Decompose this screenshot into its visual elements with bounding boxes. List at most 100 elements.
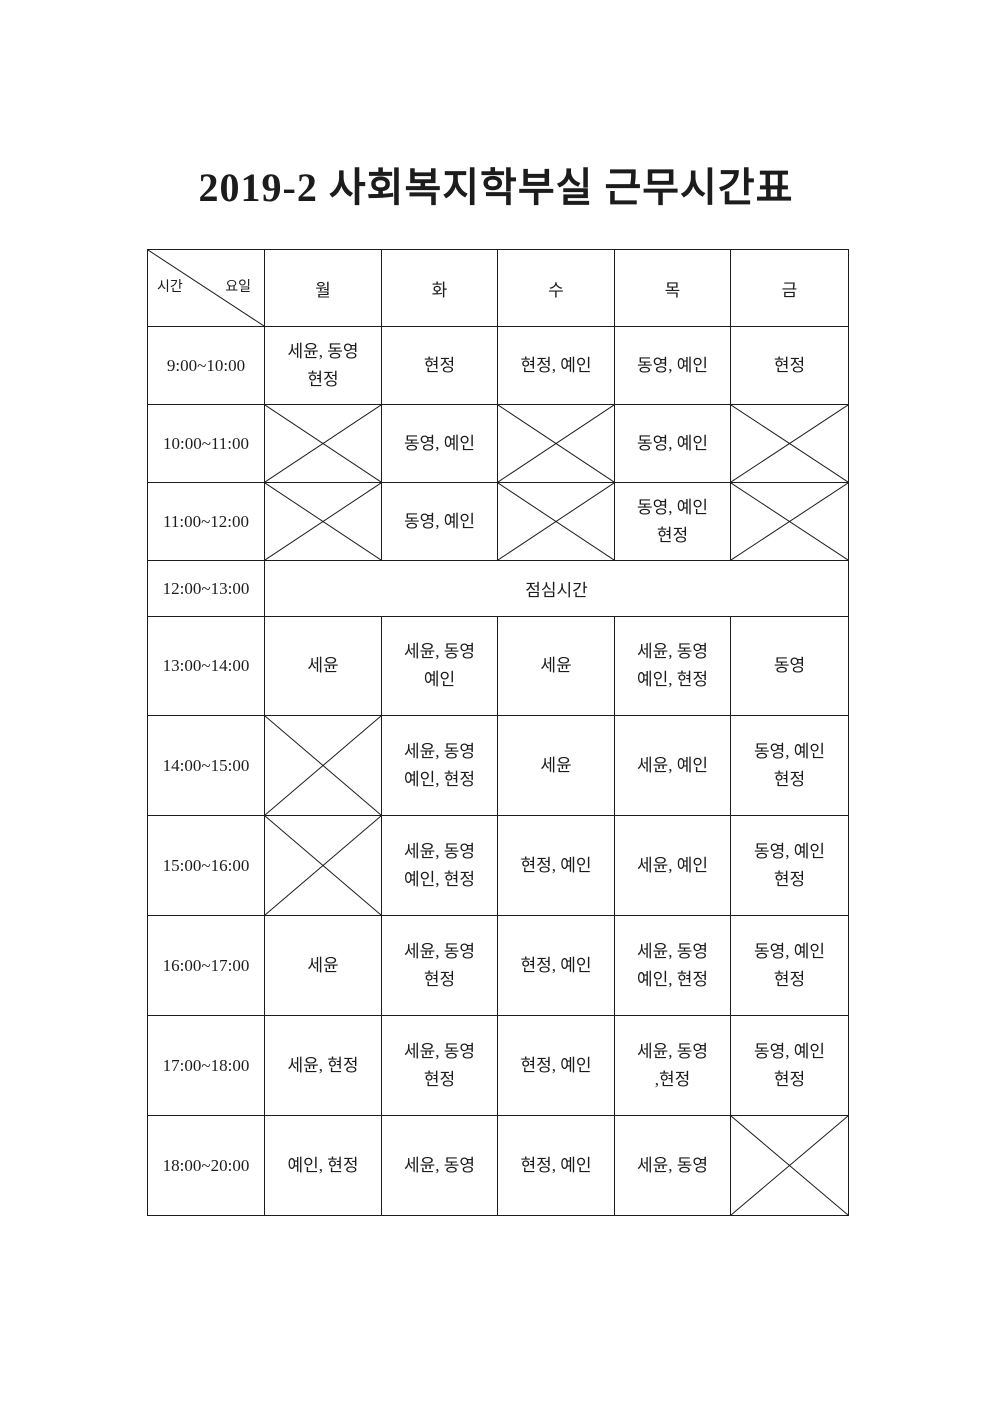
schedule-cell: 세윤, 예인 xyxy=(614,715,731,816)
table-row: 9:00~10:00 세윤, 동영 현정 현정 현정, 예인 동영, 예인 현정 xyxy=(147,326,849,405)
schedule-cell-line: 동영, 예인 xyxy=(753,841,826,861)
schedule-cell-line: 세윤, 예인 xyxy=(636,855,709,875)
schedule-cell: 현정, 예인 xyxy=(497,326,615,405)
schedule-cell-line: 예인, 현정 xyxy=(636,969,709,989)
time-cell: 14:00~15:00 xyxy=(147,715,265,816)
schedule-cell: 세윤, 동영 현정 xyxy=(381,1015,498,1116)
schedule-cell-line: 현정, 예인 xyxy=(520,1155,592,1175)
time-cell: 10:00~11:00 xyxy=(147,404,265,483)
schedule-cell-line: 세윤, 동영 xyxy=(403,841,476,861)
table-row: 15:00~16:00 세윤, 동영 예인, 현정 현정, 예인 세윤, 예인 동영, 예… xyxy=(147,815,849,916)
schedule-cell: 세윤 xyxy=(497,715,615,816)
schedule-cell-line: 세윤 xyxy=(307,656,339,675)
schedule-cell: 세윤 xyxy=(497,616,615,716)
crossed-cell xyxy=(730,404,849,483)
schedule-cell-line: 세윤, 동영 xyxy=(636,1041,709,1061)
schedule-cell-line: 동영, 예인 xyxy=(753,941,826,961)
day-header: 수 xyxy=(497,249,615,327)
schedule-cell: 세윤 xyxy=(264,616,382,716)
schedule-cell-line: 세윤, 동영 xyxy=(403,1155,476,1175)
table-row: 13:00~14:00 세윤 세윤, 동영 예인 세윤 세윤, 동영 예인, 현정 동영 xyxy=(147,616,849,716)
schedule-cell-line: 현정 xyxy=(423,355,456,375)
table-row: 12:00~13:00 점심시간 xyxy=(147,560,849,617)
schedule-cell-line: 세윤, 동영 xyxy=(636,941,709,961)
schedule-cell-line: 현정, 예인 xyxy=(520,355,592,375)
corner-cell: 시간 요일 xyxy=(147,249,265,327)
schedule-cell-line: 동영, 예인 xyxy=(636,355,709,375)
schedule-cell: 동영, 예인 xyxy=(614,326,731,405)
schedule-cell-line: 세윤, 동영 xyxy=(403,642,476,661)
crossed-cell xyxy=(730,1115,849,1216)
schedule-cell: 세윤, 동영 xyxy=(381,1115,498,1216)
x-mark-icon xyxy=(731,483,848,560)
schedule-cell: 세윤, 현정 xyxy=(264,1015,382,1116)
schedule-cell-line: 세윤 xyxy=(540,755,572,775)
day-header: 화 xyxy=(381,249,498,327)
schedule-cell-line: 예인 xyxy=(423,670,456,689)
diagonal-line-icon xyxy=(148,250,264,326)
day-header: 금 xyxy=(730,249,849,327)
corner-day-label: 요일 xyxy=(225,279,251,295)
schedule-cell-line: 동영, 예인 xyxy=(753,741,826,761)
x-mark-icon xyxy=(265,405,381,482)
schedule-cell-line: 세윤, 동영 xyxy=(403,941,476,961)
schedule-cell-line: 동영, 예인 xyxy=(403,511,476,531)
x-mark-icon xyxy=(731,1116,848,1215)
crossed-cell xyxy=(730,482,849,561)
crossed-cell xyxy=(497,404,615,483)
schedule-cell-line: 세윤 xyxy=(307,955,339,975)
schedule-cell-line: 예인, 현정 xyxy=(403,769,476,789)
schedule-cell-line: 현정 xyxy=(423,1069,456,1089)
time-cell: 9:00~10:00 xyxy=(147,326,265,405)
schedule-cell-line: 현정 xyxy=(773,869,806,889)
schedule-cell: 동영, 예인 xyxy=(381,404,498,483)
time-cell: 15:00~16:00 xyxy=(147,815,265,916)
schedule-cell: 동영, 예인 현정 xyxy=(730,1015,849,1116)
time-cell: 12:00~13:00 xyxy=(147,560,265,617)
schedule-cell: 세윤, 동영 예인, 현정 xyxy=(381,715,498,816)
schedule-cell: 동영, 예인 현정 xyxy=(614,482,731,561)
schedule-cell-line: 현정 xyxy=(656,525,689,545)
crossed-cell xyxy=(264,482,382,561)
schedule-cell: 동영, 예인 xyxy=(614,404,731,483)
schedule-cell-line: 세윤, 현정 xyxy=(287,1055,359,1075)
x-mark-icon xyxy=(498,483,614,560)
time-cell: 18:00~20:00 xyxy=(147,1115,265,1216)
schedule-cell-line: 현정, 예인 xyxy=(520,955,592,975)
schedule-cell-line: ,현정 xyxy=(654,1069,691,1089)
day-header: 목 xyxy=(614,249,731,327)
time-cell: 17:00~18:00 xyxy=(147,1015,265,1116)
day-header: 월 xyxy=(264,249,382,327)
x-mark-icon xyxy=(265,716,381,815)
lunch-cell: 점심시간 xyxy=(264,560,849,617)
schedule-cell: 현정, 예인 xyxy=(497,915,615,1016)
schedule-cell: 세윤, 동영 xyxy=(614,1115,731,1216)
schedule-cell-line: 동영, 예인 xyxy=(636,433,709,453)
schedule-cell-line: 현정 xyxy=(423,969,456,989)
schedule-cell-line: 세윤, 동영 xyxy=(287,341,359,361)
schedule-cell: 동영 xyxy=(730,616,849,716)
time-cell: 16:00~17:00 xyxy=(147,915,265,1016)
schedule-cell: 세윤 xyxy=(264,915,382,1016)
x-mark-icon xyxy=(498,405,614,482)
schedule-cell-line: 현정 xyxy=(307,369,339,389)
crossed-cell xyxy=(497,482,615,561)
schedule-cell: 세윤, 동영 예인, 현정 xyxy=(614,616,731,716)
schedule-cell-line: 동영, 예인 xyxy=(753,1041,826,1061)
crossed-cell xyxy=(264,715,382,816)
corner-time-label: 시간 xyxy=(157,279,183,295)
schedule-cell: 현정, 예인 xyxy=(497,815,615,916)
schedule-cell-line: 예인, 현정 xyxy=(636,670,709,689)
table-row: 11:00~12:00 동영, 예인 동영, 예인 현정 xyxy=(147,482,849,561)
schedule-cell: 예인, 현정 xyxy=(264,1115,382,1216)
schedule-cell-line: 현정 xyxy=(773,769,806,789)
table-row: 14:00~15:00 세윤, 동영 예인, 현정 세윤 세윤, 예인 동영, 예인 현정 xyxy=(147,715,849,816)
table-row: 17:00~18:00 세윤, 현정 세윤, 동영 현정 현정, 예인 세윤, 동영 ,현정… xyxy=(147,1015,849,1116)
x-mark-icon xyxy=(731,405,848,482)
